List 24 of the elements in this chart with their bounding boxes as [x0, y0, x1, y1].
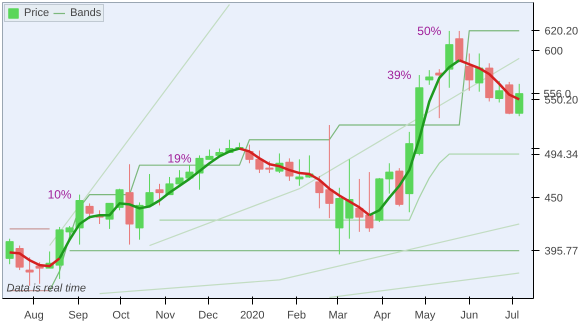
x-tick-label: Oct [112, 310, 130, 322]
x-tick-label: Dec [198, 310, 218, 322]
annotation: Data is real time [6, 282, 86, 294]
y-tick-label: 450 [544, 192, 563, 205]
y-tick-label: 600 [544, 46, 563, 58]
y-tick-label: 620.20 [544, 26, 578, 38]
legend-label: Price [24, 7, 50, 19]
x-tick-label: Mar [328, 310, 348, 322]
x-tick-label: Nov [155, 310, 176, 322]
x-tick-label: Feb [287, 310, 306, 322]
x-tick-label: Apr [374, 310, 392, 322]
x-tick-label: Jun [460, 310, 478, 322]
y-tick-label: 494.34 [544, 149, 578, 162]
annotation: 19% [167, 151, 192, 166]
x-tick-label: 2020 [240, 310, 265, 322]
x-tick-label: Sep [68, 310, 88, 322]
annotation: 50% [417, 24, 442, 38]
y-tick-label: 395.77 [544, 246, 578, 258]
annotation: 10% [48, 188, 72, 202]
x-tick-label: Aug [24, 310, 44, 322]
x-tick-label: May [414, 310, 436, 322]
annotation: 39% [387, 68, 412, 82]
legend-label: Bands [70, 7, 102, 19]
x-tick-label: Jul [505, 310, 520, 322]
